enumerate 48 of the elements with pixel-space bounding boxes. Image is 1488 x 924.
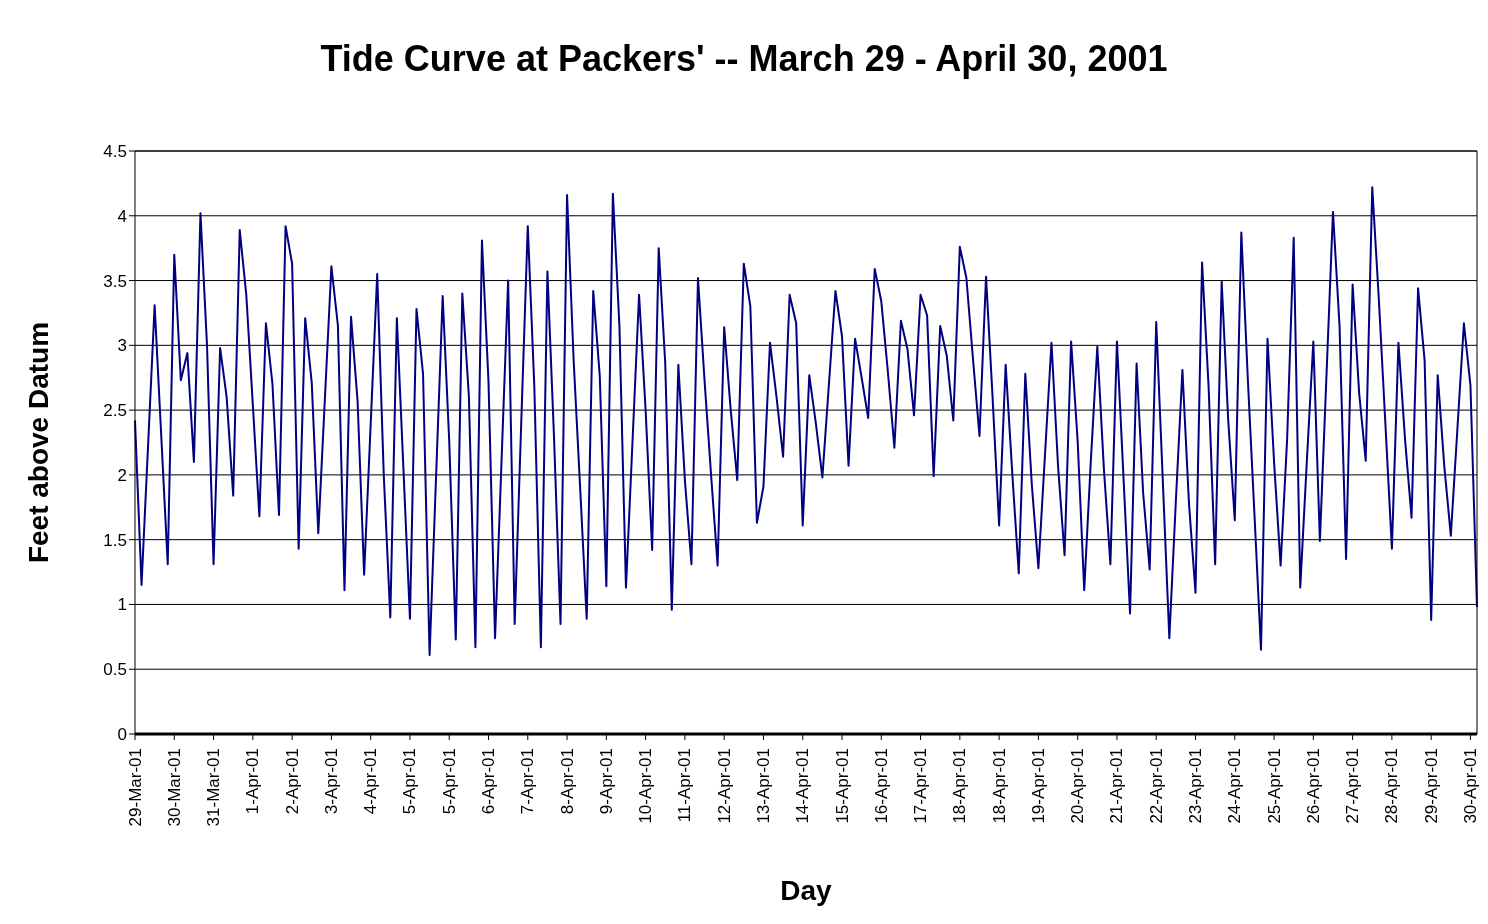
x-tick-label: 30-Apr-01 <box>1460 748 1480 824</box>
x-tick-label: 24-Apr-01 <box>1225 748 1245 824</box>
x-tick-label: 26-Apr-01 <box>1303 748 1323 824</box>
x-tick-label: 5-Apr-01 <box>400 748 420 815</box>
x-tick-label: 20-Apr-01 <box>1068 748 1088 824</box>
x-tick-label: 13-Apr-01 <box>753 748 773 824</box>
x-tick-label: 1-Apr-01 <box>243 748 263 815</box>
x-tick-label: 21-Apr-01 <box>1107 748 1127 824</box>
y-axis-title: Feet above Datum <box>22 321 54 564</box>
y-tick-label: 1.5 <box>103 530 127 550</box>
y-tick-label: 4 <box>117 206 127 226</box>
x-tick-label: 11-Apr-01 <box>675 748 695 823</box>
x-tick-label: 12-Apr-01 <box>714 748 734 824</box>
x-tick-label: 19-Apr-01 <box>1028 748 1048 824</box>
x-tick-label: 25-Apr-01 <box>1264 748 1284 824</box>
x-tick-label: 15-Apr-01 <box>832 748 852 824</box>
x-tick-label: 14-Apr-01 <box>793 748 813 824</box>
y-tick-label: 0.5 <box>103 660 127 680</box>
x-tick-label: 27-Apr-01 <box>1343 748 1363 824</box>
x-tick-label: 8-Apr-01 <box>557 748 577 815</box>
x-tick-label: 18-Apr-01 <box>989 748 1009 824</box>
x-tick-label: 31-Mar-01 <box>204 748 224 827</box>
x-tick-label: 4-Apr-01 <box>361 748 381 815</box>
x-tick-label: 28-Apr-01 <box>1382 748 1402 824</box>
x-tick-label: 29-Apr-01 <box>1421 748 1441 824</box>
x-tick-label: 23-Apr-01 <box>1186 748 1206 824</box>
y-tick-label: 2 <box>117 465 127 485</box>
x-tick-label: 6-Apr-01 <box>479 748 498 815</box>
x-tick-label: 17-Apr-01 <box>911 748 931 824</box>
x-tick-label: 10-Apr-01 <box>636 748 656 824</box>
y-tick-label: 2.5 <box>103 401 127 421</box>
x-tick-label: 29-Mar-01 <box>125 748 145 827</box>
x-tick-label: 16-Apr-01 <box>871 748 891 824</box>
y-tick-label: 0 <box>117 725 127 745</box>
x-tick-label: 22-Apr-01 <box>1146 748 1166 824</box>
x-tick-label: 7-Apr-01 <box>518 748 538 815</box>
y-tick-label: 4.5 <box>103 142 127 162</box>
x-tick-label: 18-Apr-01 <box>950 748 970 824</box>
x-axis-title: Day <box>780 875 833 906</box>
x-tick-label: 2-Apr-01 <box>282 748 302 815</box>
y-tick-label: 3.5 <box>103 271 127 291</box>
y-tick-label: 1 <box>117 595 127 615</box>
x-tick-label: 9-Apr-01 <box>596 748 616 815</box>
x-tick-label: 5-Apr-01 <box>439 748 459 815</box>
y-tick-label: 3 <box>117 336 127 356</box>
x-tick-label: 3-Apr-01 <box>321 748 341 815</box>
x-tick-label: 30-Mar-01 <box>164 748 184 827</box>
chart-title: Tide Curve at Packers' -- March 29 - April 30, 2001 <box>319 38 1169 80</box>
